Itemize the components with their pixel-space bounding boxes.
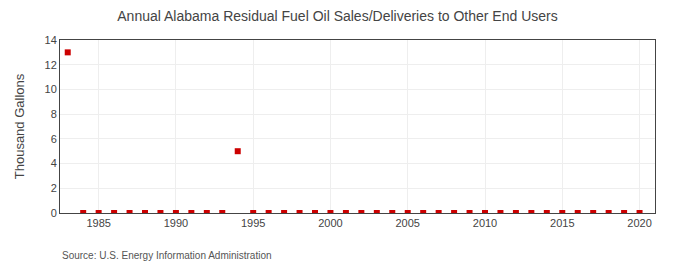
svg-text:1985: 1985 bbox=[86, 217, 110, 229]
svg-text:2010: 2010 bbox=[473, 217, 497, 229]
svg-text:Annual Alabama Residual Fuel O: Annual Alabama Residual Fuel Oil Sales/D… bbox=[117, 8, 557, 24]
svg-text:2: 2 bbox=[51, 182, 57, 194]
svg-text:8: 8 bbox=[51, 108, 57, 120]
svg-text:12: 12 bbox=[45, 59, 57, 71]
svg-text:4: 4 bbox=[51, 157, 57, 169]
svg-text:2000: 2000 bbox=[318, 217, 342, 229]
svg-text:6: 6 bbox=[51, 133, 57, 145]
svg-text:Source: U.S. Energy Informatio: Source: U.S. Energy Information Administ… bbox=[62, 250, 272, 261]
svg-text:0: 0 bbox=[51, 207, 57, 219]
svg-text:10: 10 bbox=[45, 83, 57, 95]
svg-text:2020: 2020 bbox=[627, 217, 651, 229]
svg-text:Thousand Gallons: Thousand Gallons bbox=[12, 73, 27, 179]
svg-text:2005: 2005 bbox=[395, 217, 419, 229]
svg-text:14: 14 bbox=[45, 34, 57, 46]
svg-text:2015: 2015 bbox=[550, 217, 574, 229]
svg-text:1995: 1995 bbox=[241, 217, 265, 229]
svg-text:1990: 1990 bbox=[164, 217, 188, 229]
